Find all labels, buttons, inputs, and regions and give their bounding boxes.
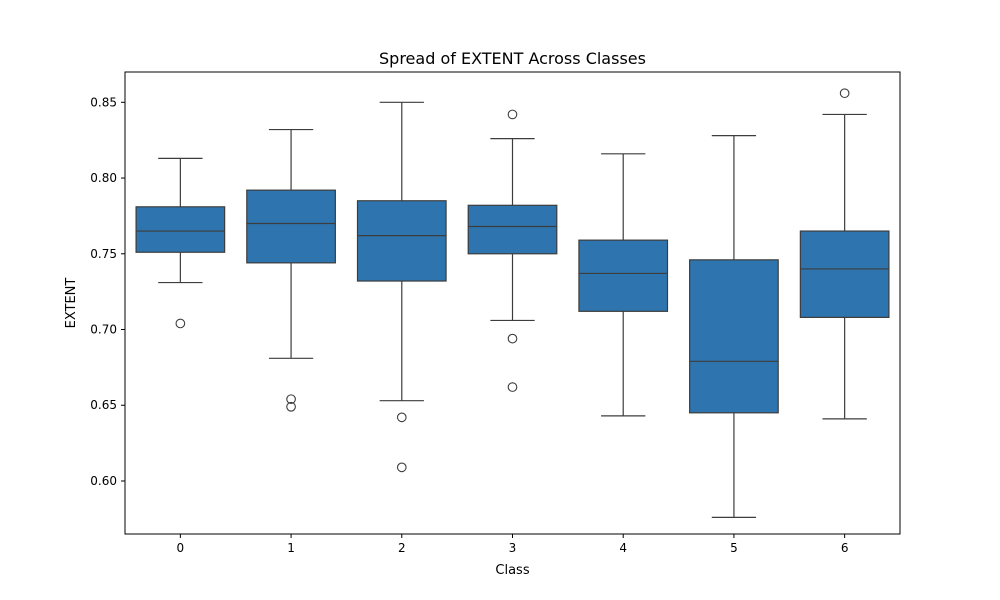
y-tick-label: 0.60: [90, 474, 117, 488]
outlier-point: [507, 333, 518, 344]
x-tick-label: 6: [841, 541, 849, 555]
box-iqr: [356, 200, 447, 282]
box-iqr: [467, 204, 558, 255]
outlier-point: [175, 318, 186, 329]
x-tick-label: 4: [619, 541, 627, 555]
y-axis-label: EXTENT: [64, 278, 79, 329]
outlier-point: [286, 401, 296, 412]
chart-title: Spread of EXTENT Across Classes: [379, 49, 646, 68]
outlier-point: [507, 382, 518, 392]
box-iqr: [799, 230, 890, 318]
outlier-point: [396, 412, 407, 423]
outlier-point: [396, 462, 407, 473]
x-tick-label: 5: [730, 541, 738, 555]
outlier-point: [507, 109, 518, 120]
y-tick-label: 0.65: [90, 398, 117, 412]
y-tick-label: 0.80: [90, 171, 117, 185]
y-tick-label: 0.75: [90, 247, 117, 261]
x-tick-label: 2: [398, 541, 406, 555]
x-axis-label: Class: [495, 563, 529, 578]
plot-area: 0.60 0.65 0.70 0.75 0.80 0.85 0 1 2 3 4 5 6: [90, 88, 890, 555]
box-iqr: [578, 239, 669, 312]
outlier-point: [286, 394, 296, 405]
y-tick-label: 0.85: [90, 95, 117, 109]
y-tick-label: 0.70: [90, 323, 117, 337]
x-tick-label: 3: [509, 541, 517, 555]
plot-frame: [124, 71, 901, 535]
x-tick-label: 1: [287, 541, 295, 555]
x-tick-label: 0: [177, 541, 185, 555]
box-iqr: [689, 259, 779, 414]
box-iqr: [246, 189, 336, 264]
box-iqr: [135, 206, 226, 253]
outlier-point: [839, 88, 850, 99]
